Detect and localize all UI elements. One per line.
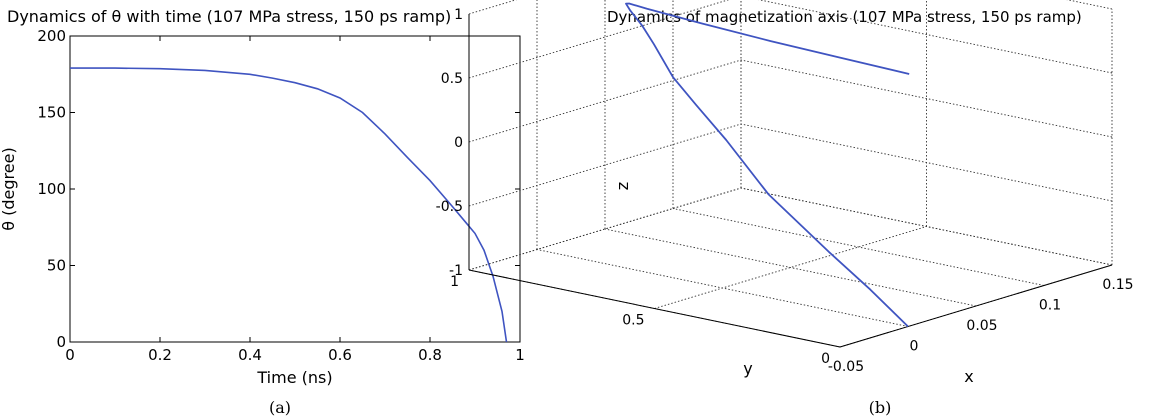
chart-a-y-tick-label: 150 xyxy=(37,104,66,122)
chart-a-y-tick-label: 200 xyxy=(37,27,66,45)
chart-a-series xyxy=(70,67,508,343)
chart-b-z-tick-label: 0 xyxy=(454,135,463,151)
chart-a-y-tick-label: 0 xyxy=(56,333,66,351)
chart-b-grid-line xyxy=(672,208,1045,286)
chart-a-title: Dynamics of θ with time (107 MPa stress,… xyxy=(7,7,451,26)
chart-b-z-tick-label: -0.5 xyxy=(436,199,463,215)
chart-b-x-tick-label: 0.1 xyxy=(1039,298,1061,314)
chart-a-x-tick-label: 0.2 xyxy=(148,346,172,364)
chart-b-y-tick-label: 0 xyxy=(821,351,830,367)
chart-b-grid xyxy=(468,0,1113,348)
chart-a-x-tick-label: 0.8 xyxy=(418,346,442,364)
caption-b: (b) xyxy=(869,398,892,417)
caption-a: (a) xyxy=(269,398,291,417)
chart-a-x-ticks: 0 0.2 0.4 0.6 0.8 1 xyxy=(65,36,525,364)
chart-b-xlabel: x xyxy=(964,367,973,386)
chart-b-axes xyxy=(468,14,1113,348)
chart-b-series-line xyxy=(625,2,910,328)
chart-a-y-tick-label: 100 xyxy=(37,180,66,198)
chart-b-x-tick-label: 0 xyxy=(910,339,919,355)
chart-b-z-tick-label: 1 xyxy=(454,7,463,23)
chart-b-x-tick-label: 0.05 xyxy=(966,318,997,334)
chart-a: Dynamics of θ with time (107 MPa stress,… xyxy=(0,7,525,417)
chart-b-zlabel: z xyxy=(613,182,632,190)
chart-b-series xyxy=(625,2,910,328)
chart-b-y-tick-label: 1 xyxy=(450,274,459,290)
chart-a-x-tick-label: 0.6 xyxy=(328,346,352,364)
chart-b-grid-line xyxy=(740,59,1113,138)
chart-a-x-tick-label: 1 xyxy=(515,346,525,364)
chart-b-x-tick-label: 0.15 xyxy=(1102,277,1133,293)
chart-b-z-tick-label: -1 xyxy=(449,263,463,279)
chart-a-y-tick-label: 50 xyxy=(47,257,66,275)
chart-b-ylabel: y xyxy=(743,359,752,378)
chart-b-grid-line xyxy=(740,123,1113,202)
chart-b-x-axis xyxy=(839,264,1113,348)
chart-b-z-tick-label: 0.5 xyxy=(441,71,463,87)
chart-a-series-line xyxy=(70,67,508,343)
chart-b-y-axis xyxy=(468,269,841,348)
chart-b-x-tick-label: -0.05 xyxy=(828,359,864,375)
chart-b-y-tick-label: 0.5 xyxy=(622,313,644,329)
chart-a-ylabel: θ (degree) xyxy=(0,147,18,230)
chart-a-x-tick-label: 0 xyxy=(65,346,75,364)
chart-a-x-tick-label: 0.4 xyxy=(238,346,262,364)
chart-b: Dynamics of magnetization axis (107 MPa … xyxy=(436,0,1134,417)
chart-a-xlabel: Time (ns) xyxy=(256,368,332,387)
chart-a-y-ticks: 0 50 100 150 200 xyxy=(37,27,520,351)
chart-b-grid-line xyxy=(758,0,1113,74)
chart-b-grid-line xyxy=(604,228,977,307)
